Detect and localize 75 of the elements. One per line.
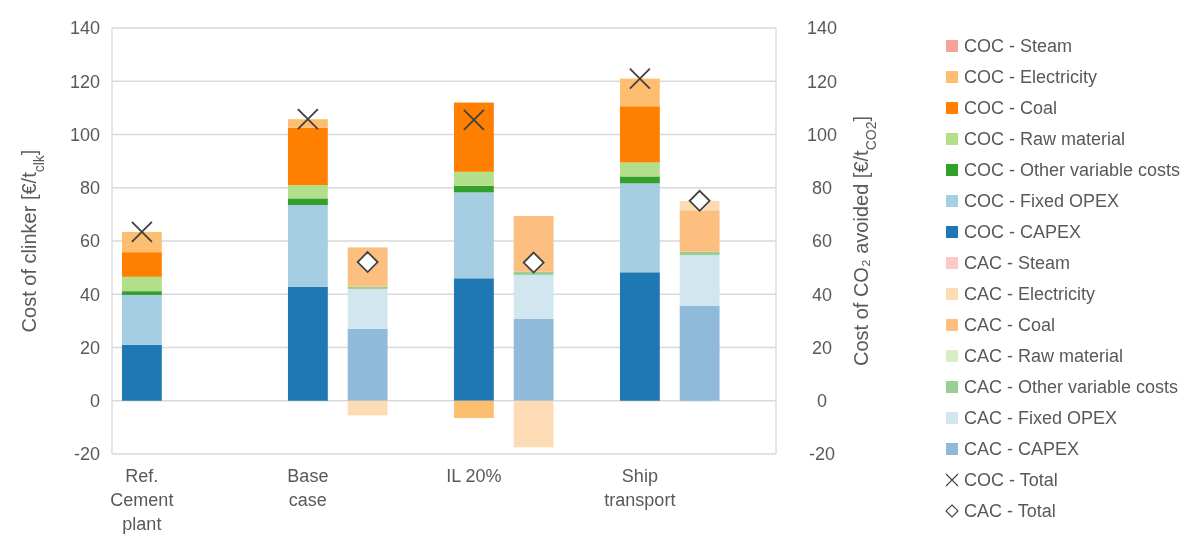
x-tick-label: Ship transport [604,466,676,510]
y-tick-label: 80 [79,178,100,199]
bar [347,288,388,329]
point [628,67,651,90]
bar [453,192,494,279]
bar [453,102,494,172]
bar [121,294,162,345]
bar [679,305,720,401]
legend-label: CAC - Fixed OPEX [964,408,1118,429]
bar [287,185,328,199]
bar [287,198,328,206]
legend-label: COC - Coal [964,98,1058,119]
bar [287,205,328,287]
legend-label: CAC - CAPEX [964,439,1080,460]
y2-tick-label: 120 [806,71,838,92]
bar [619,106,660,163]
y2-tick-label: -20 [808,444,836,465]
y-tick-label: -20 [73,444,100,465]
legend-label: CAC - Coal [964,315,1056,336]
x-tick-label: Ref. Cement plant [110,466,174,534]
bar [121,252,162,277]
y-tick-label: 0 [89,391,100,412]
bar [513,274,554,319]
bar [453,185,494,193]
y2-tick-label: 20 [811,337,833,358]
y-tick-label: 60 [79,231,100,252]
bar [513,318,554,401]
bar [619,162,660,177]
bar [619,176,660,184]
bar [619,78,660,107]
legend-label: COC - Total [964,470,1058,491]
point [130,221,153,243]
legend-label: COC - Electricity [964,67,1098,88]
y-tick-label: 140 [69,18,100,39]
y2-tick-label: 40 [811,284,833,305]
legend-label: COC - Raw material [964,129,1126,150]
legend-label: COC - CAPEX [964,222,1082,243]
legend-label: CAC - Steam [964,253,1071,274]
legend-label: COC - Fixed OPEX [964,191,1120,212]
y-tick-label: 120 [69,71,100,92]
legend-label: CAC - Other variable costs [964,377,1179,398]
bar [453,278,494,401]
y2-tick-label: 60 [811,231,833,252]
point [296,108,319,131]
bar [121,344,162,401]
y-tick-label: 20 [79,337,100,358]
bar [121,291,162,295]
y-tick-label: 100 [69,124,100,145]
bar [513,400,554,448]
bar [619,183,660,273]
legend-label: CAC - Raw material [964,346,1124,367]
x-tick-label: Base case [287,466,329,510]
y2-tick-label: 80 [811,178,833,199]
bar [679,251,720,256]
legend-label: COC - Steam [964,36,1073,57]
y-tick-label: 40 [79,284,100,305]
legend-label: COC - Other variable costs [964,160,1181,181]
bar [121,231,162,253]
bar [347,328,388,401]
y2-tick-label: 0 [816,391,828,412]
bar [679,255,720,306]
bar [287,286,328,401]
bar [287,127,328,186]
bar [121,276,162,292]
bar [347,400,388,416]
point [462,108,485,131]
bar [619,272,660,401]
y2-tick-label: 100 [806,124,838,145]
bar [453,171,494,186]
legend-label: CAC - Electricity [964,284,1096,305]
bar [453,400,494,419]
x-tick-label: IL 20% [446,466,502,486]
legend-label: CAC - Total [964,501,1056,522]
bar [679,210,720,252]
y2-tick-label: 140 [806,18,838,39]
